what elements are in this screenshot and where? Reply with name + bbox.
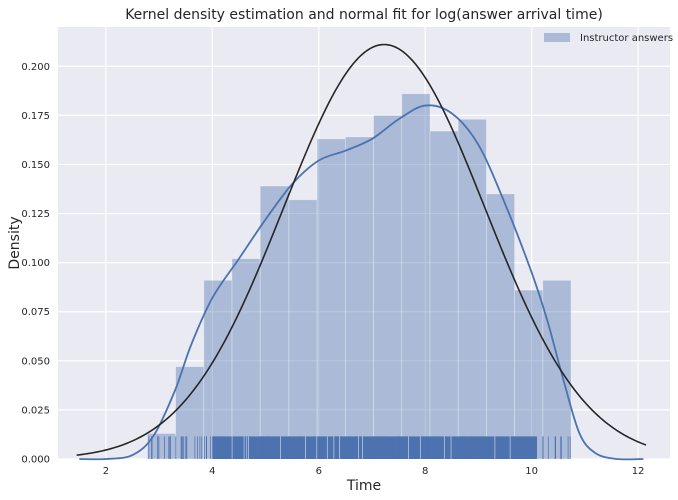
x-tick-label-4: 10 xyxy=(525,466,538,477)
x-tick-labels: 2 4 6 8 10 12 xyxy=(103,466,645,477)
y-tick-label-4: 0.100 xyxy=(21,258,50,269)
y-tick-label-1: 0.025 xyxy=(21,405,50,416)
y-axis-label: Density xyxy=(7,216,23,269)
chart-title: Kernel density estimation and normal fit… xyxy=(125,7,603,23)
rug-band xyxy=(212,436,537,459)
hist-bar-4 xyxy=(259,185,290,460)
y-tick-label-3: 0.075 xyxy=(21,307,50,318)
rug-plot xyxy=(148,436,571,459)
y-tick-label-8: 0.200 xyxy=(21,62,50,73)
plot-background xyxy=(58,27,670,459)
y-tick-label-7: 0.175 xyxy=(21,111,50,122)
hist-bar-11 xyxy=(457,118,487,460)
hist-bar-13 xyxy=(514,289,544,460)
y-tick-label-0: 0.000 xyxy=(21,455,50,466)
hist-bar-9 xyxy=(401,93,431,460)
hist-bar-10 xyxy=(429,130,459,460)
x-tick-label-1: 4 xyxy=(209,466,215,477)
hist-bar-3 xyxy=(231,258,261,460)
hist-bar-14 xyxy=(542,279,572,460)
hist-bar-5 xyxy=(288,199,318,460)
x-tick-label-2: 6 xyxy=(316,466,322,477)
histogram xyxy=(147,93,572,460)
x-tick-label-0: 2 xyxy=(103,466,109,477)
y-tick-label-5: 0.125 xyxy=(21,209,50,220)
kde-line xyxy=(79,104,644,461)
hist-bar-12 xyxy=(485,193,516,460)
legend: Instructor answers xyxy=(544,33,673,44)
grid-lines xyxy=(58,27,670,460)
normal-fit-line xyxy=(76,43,647,456)
x-tick-label-3: 8 xyxy=(422,466,428,477)
x-tick-label-5: 12 xyxy=(632,466,645,477)
y-tick-label-2: 0.050 xyxy=(21,356,50,367)
hist-bar-7 xyxy=(344,136,374,460)
x-axis-label: Time xyxy=(346,478,381,494)
legend-label: Instructor answers xyxy=(580,33,673,44)
y-tick-labels: 0.000 0.025 0.050 0.075 0.100 0.125 0.150 0.175… xyxy=(21,62,50,466)
hist-bar-8 xyxy=(373,114,403,460)
y-tick-label-6: 0.150 xyxy=(21,160,50,171)
hist-bar-6 xyxy=(316,138,346,460)
legend-swatch xyxy=(544,33,570,42)
